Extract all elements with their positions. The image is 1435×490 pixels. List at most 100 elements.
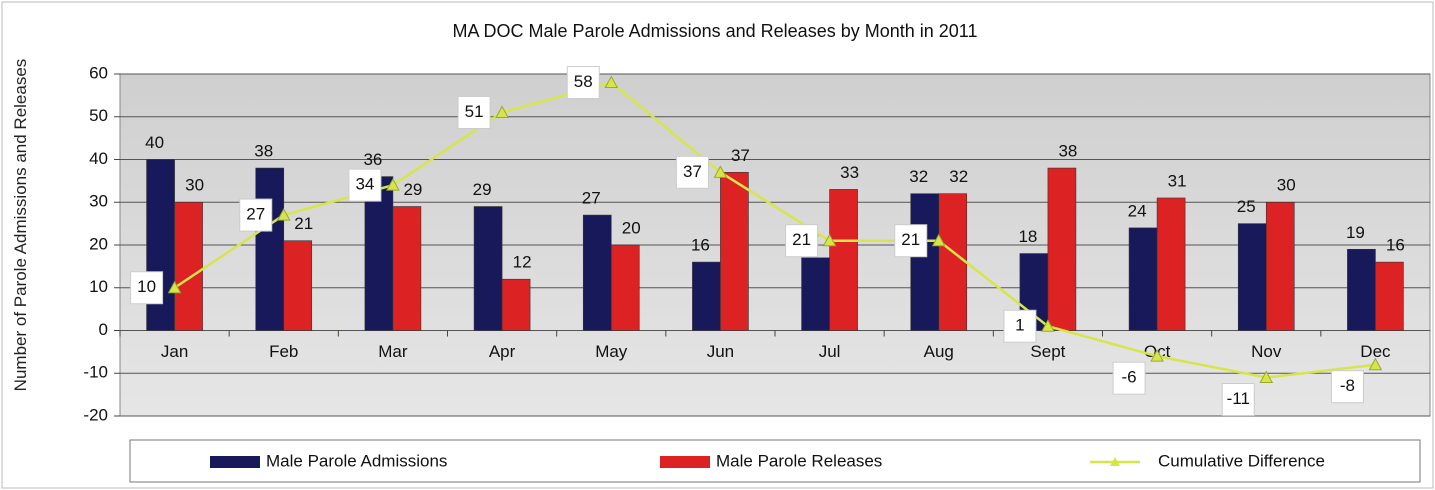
- bar: [174, 201, 203, 331]
- bar: [938, 193, 968, 331]
- bar: [473, 206, 503, 331]
- data-label: 27: [582, 189, 601, 208]
- data-label: 32: [909, 167, 928, 186]
- y-tick-label: 30: [89, 192, 108, 211]
- data-label: 24: [1128, 201, 1147, 220]
- x-tick-label: Jan: [161, 342, 188, 361]
- data-label: 36: [363, 150, 382, 169]
- line-marker: [822, 233, 837, 247]
- data-label-box: [1112, 361, 1146, 395]
- bar: [1128, 227, 1158, 331]
- bar: [610, 244, 640, 331]
- legend-label: Cumulative Difference: [1158, 451, 1325, 470]
- bar: [1375, 261, 1404, 331]
- legend-label: Male Parole Admissions: [266, 451, 447, 470]
- data-label: 31: [1168, 171, 1187, 190]
- line-marker: [1150, 349, 1164, 362]
- legend-swatch: [210, 456, 260, 468]
- x-tick-label: Jul: [819, 342, 841, 361]
- y-tick-label: 20: [89, 234, 108, 253]
- line-marker: [386, 178, 400, 191]
- data-label: 40: [145, 133, 164, 152]
- data-label: -6: [1122, 368, 1137, 387]
- line-marker: [276, 208, 291, 221]
- data-label: -8: [1340, 376, 1355, 395]
- data-label-box: [785, 224, 819, 258]
- y-tick-label: 40: [89, 149, 108, 168]
- y-tick-label: 50: [89, 106, 108, 125]
- data-label-box: [675, 155, 709, 189]
- y-tick-label: -20: [83, 405, 108, 424]
- y-tick-label: 0: [99, 320, 108, 339]
- bar: [1237, 223, 1267, 331]
- bar: [1347, 248, 1376, 331]
- data-label-box: [239, 198, 273, 232]
- data-label-box: [1330, 370, 1364, 404]
- bar: [501, 278, 531, 331]
- x-tick-label: Feb: [269, 342, 298, 361]
- data-label: 1: [1015, 316, 1024, 335]
- bar: [392, 206, 422, 331]
- data-label: 37: [731, 146, 750, 165]
- data-label: 19: [1346, 223, 1365, 242]
- y-tick-label: -10: [83, 363, 108, 382]
- chart-title: MA DOC Male Parole Admissions and Releas…: [453, 21, 978, 41]
- legend-swatch: [1110, 457, 1120, 466]
- bar: [255, 167, 285, 331]
- x-tick-label: Aug: [924, 342, 954, 361]
- bar: [829, 189, 858, 331]
- bar: [582, 214, 612, 331]
- line-marker: [1259, 370, 1274, 384]
- data-label: -11: [1227, 389, 1250, 408]
- bar: [146, 159, 175, 331]
- bar: [1265, 201, 1295, 331]
- data-label: 58: [574, 72, 593, 91]
- data-label: 12: [513, 253, 532, 272]
- bar: [910, 193, 940, 331]
- data-label: 18: [1018, 227, 1037, 246]
- data-label-box: [1221, 383, 1255, 417]
- x-tick-label: Mar: [378, 342, 408, 361]
- y-tick-label: 10: [89, 277, 108, 296]
- x-tick-label: Nov: [1251, 342, 1282, 361]
- x-tick-label: May: [595, 342, 628, 361]
- data-label: 32: [949, 167, 968, 186]
- y-axis-label: Number of Parole Admissions and Releases: [11, 58, 30, 392]
- x-tick-label: Dec: [1360, 342, 1391, 361]
- data-label: 29: [403, 180, 422, 199]
- line-marker: [1368, 357, 1383, 371]
- x-tick-label: Jun: [707, 342, 734, 361]
- bar: [283, 240, 313, 331]
- bar: [801, 257, 830, 331]
- data-label: 30: [1277, 176, 1296, 195]
- bar: [720, 172, 749, 331]
- line-marker: [604, 75, 619, 89]
- data-label: 30: [185, 176, 204, 195]
- data-label: 38: [1058, 142, 1077, 161]
- legend-label: Male Parole Releases: [716, 451, 882, 470]
- data-label: 21: [792, 230, 811, 249]
- data-label-box: [348, 168, 382, 202]
- legend-box: [129, 439, 1421, 483]
- line-marker: [1041, 319, 1055, 332]
- bar: [1047, 167, 1077, 331]
- data-label: 16: [1386, 236, 1405, 255]
- x-tick-label: Apr: [489, 342, 516, 361]
- data-label: 16: [691, 236, 710, 255]
- bar: [692, 261, 721, 331]
- data-label: 21: [901, 230, 920, 249]
- y-tick-label: 60: [89, 63, 108, 82]
- data-label-box: [894, 224, 928, 258]
- line-marker: [713, 165, 728, 178]
- data-label: 33: [840, 163, 859, 182]
- data-label: 37: [683, 162, 702, 181]
- line-marker: [931, 233, 946, 247]
- data-label: 29: [473, 180, 492, 199]
- line-marker: [495, 105, 509, 118]
- x-tick-label: Sept: [1030, 342, 1065, 361]
- data-label: 21: [294, 214, 313, 233]
- data-label: 25: [1237, 197, 1256, 216]
- data-label: 20: [622, 218, 641, 237]
